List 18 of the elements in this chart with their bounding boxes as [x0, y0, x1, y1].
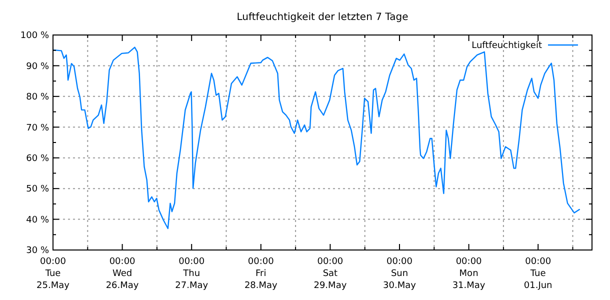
y-tick-label: 50 %: [26, 184, 50, 195]
y-tick-label: 30 %: [26, 246, 50, 256]
x-tick-label: 00:00 Sat 29.May: [314, 257, 348, 291]
x-tick-label: 00:00 Mon 31.May: [452, 257, 486, 291]
x-tick-label: 00:00 Tue 01.Jun: [524, 257, 552, 291]
y-tick-label: 90 %: [26, 62, 50, 72]
x-tick-label: 00:00 Wed 26.May: [106, 257, 140, 291]
y-tick-label: 40 %: [26, 215, 50, 226]
y-tick-label: 100 %: [20, 31, 50, 42]
x-tick-label: 00:00 Fri 28.May: [244, 257, 278, 291]
y-tick-label: 80 %: [26, 92, 50, 103]
x-tick-label: 00:00 Sun 30.May: [383, 257, 417, 291]
x-tick-label: 00:00 Tue 25.May: [36, 257, 70, 291]
legend-label: Luftfeuchtigkeit: [472, 41, 542, 52]
y-tick-label: 70 %: [26, 123, 50, 134]
chart-title: Luftfeuchtigkeit der letzten 7 Tage: [236, 12, 408, 23]
x-tick-label: 00:00 Thu 27.May: [175, 257, 209, 291]
y-tick-label: 60 %: [26, 154, 50, 164]
